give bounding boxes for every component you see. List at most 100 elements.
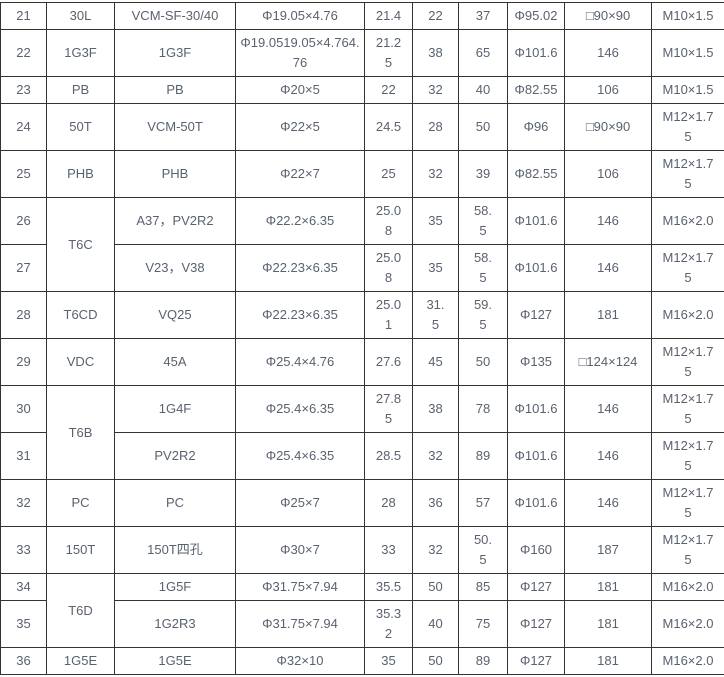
- table-cell: 22: [413, 3, 459, 30]
- table-cell: Φ22.23×6.35: [236, 292, 365, 339]
- table-cell: 34: [1, 574, 47, 601]
- table-cell: M16×2.0: [652, 648, 724, 675]
- table-cell: Φ22.23×6.35: [236, 245, 365, 292]
- table-cell: 25: [365, 151, 413, 198]
- table-cell: Φ101.6: [508, 30, 565, 77]
- table-cell: Φ82.55: [508, 77, 565, 104]
- table-cell: 38: [413, 30, 459, 77]
- table-cell: Φ22×7: [236, 151, 365, 198]
- table-cell: 21: [1, 3, 47, 30]
- table-cell: 85: [459, 574, 508, 601]
- table-cell: 181: [565, 601, 652, 648]
- table-cell: M16×2.0: [652, 198, 724, 245]
- table-cell: Φ135: [508, 339, 565, 386]
- table-cell: Φ22×5: [236, 104, 365, 151]
- table-cell: V23，V38: [115, 245, 236, 292]
- table-cell: 146: [565, 386, 652, 433]
- table-cell: 27: [1, 245, 47, 292]
- table-cell: 106: [565, 77, 652, 104]
- table-cell: Φ25.4×6.35: [236, 433, 365, 480]
- table-cell: 35: [1, 601, 47, 648]
- table-cell: VDC: [47, 339, 115, 386]
- table-cell: Φ19.05×4.76: [236, 3, 365, 30]
- table-cell: VCM-SF-30/40: [115, 3, 236, 30]
- table-cell: 50: [413, 648, 459, 675]
- table-cell: 89: [459, 648, 508, 675]
- table-cell: 35: [413, 198, 459, 245]
- table-cell: 50: [459, 104, 508, 151]
- table-cell: 26: [1, 198, 47, 245]
- table-cell: M12×1.7 5: [652, 245, 724, 292]
- table-cell: 25.0 8: [365, 198, 413, 245]
- table-cell: Φ19.0519.05×4.764. 76: [236, 30, 365, 77]
- table-cell: 31: [1, 433, 47, 480]
- table-cell: 31. 5: [413, 292, 459, 339]
- table-cell: 25: [1, 151, 47, 198]
- table-cell: PB: [47, 77, 115, 104]
- table-cell: PB: [115, 77, 236, 104]
- table-cell: PC: [47, 480, 115, 527]
- table-cell: Φ25.4×6.35: [236, 386, 365, 433]
- table-cell: 1G5F: [115, 574, 236, 601]
- table-cell: Φ22.2×6.35: [236, 198, 365, 245]
- table-cell: 1G3F: [47, 30, 115, 77]
- table-cell: 21.2 5: [365, 30, 413, 77]
- table-cell: 36: [1, 648, 47, 675]
- table-cell: 32: [413, 77, 459, 104]
- table-cell: 28: [1, 292, 47, 339]
- table-cell: 35.5: [365, 574, 413, 601]
- table-cell: □90×90: [565, 3, 652, 30]
- table-cell: Φ96: [508, 104, 565, 151]
- table-cell: 30L: [47, 3, 115, 30]
- table-cell: M10×1.5: [652, 30, 724, 77]
- table-cell: 27.8 5: [365, 386, 413, 433]
- table-cell: Φ101.6: [508, 245, 565, 292]
- table-cell: 40: [413, 601, 459, 648]
- table-cell: 24: [1, 104, 47, 151]
- table-cell: 27.6: [365, 339, 413, 386]
- table-cell: Φ31.75×7.94: [236, 574, 365, 601]
- table-cell: 50: [459, 339, 508, 386]
- table-cell: M12×1.7 5: [652, 386, 724, 433]
- table-cell: 1G5E: [115, 648, 236, 675]
- table-cell: Φ127: [508, 292, 565, 339]
- table-cell: Φ20×5: [236, 77, 365, 104]
- table-cell: 65: [459, 30, 508, 77]
- table-cell: 106: [565, 151, 652, 198]
- table-cell: 32: [413, 527, 459, 574]
- table-cell: □124×124: [565, 339, 652, 386]
- table-cell: 21.4: [365, 3, 413, 30]
- table-cell: Φ127: [508, 648, 565, 675]
- table-cell: Φ101.6: [508, 198, 565, 245]
- table-cell: 45A: [115, 339, 236, 386]
- table-cell: 32: [1, 480, 47, 527]
- table-cell: 150T四孔: [115, 527, 236, 574]
- table-cell: Φ25×7: [236, 480, 365, 527]
- table-cell: Φ101.6: [508, 433, 565, 480]
- table-cell: 78: [459, 386, 508, 433]
- table-cell: Φ25.4×4.76: [236, 339, 365, 386]
- table-cell: 181: [565, 574, 652, 601]
- table-cell: 35: [413, 245, 459, 292]
- table-cell: 35.3 2: [365, 601, 413, 648]
- table-cell: T6B: [47, 386, 115, 480]
- table-cell: 1G3F: [115, 30, 236, 77]
- table-cell: 45: [413, 339, 459, 386]
- table-cell: 50: [413, 574, 459, 601]
- table-cell: Φ127: [508, 601, 565, 648]
- table-cell: PC: [115, 480, 236, 527]
- table-cell: 57: [459, 480, 508, 527]
- table-cell: VCM-50T: [115, 104, 236, 151]
- table-cell: 25.0 8: [365, 245, 413, 292]
- table-cell: T6C: [47, 198, 115, 292]
